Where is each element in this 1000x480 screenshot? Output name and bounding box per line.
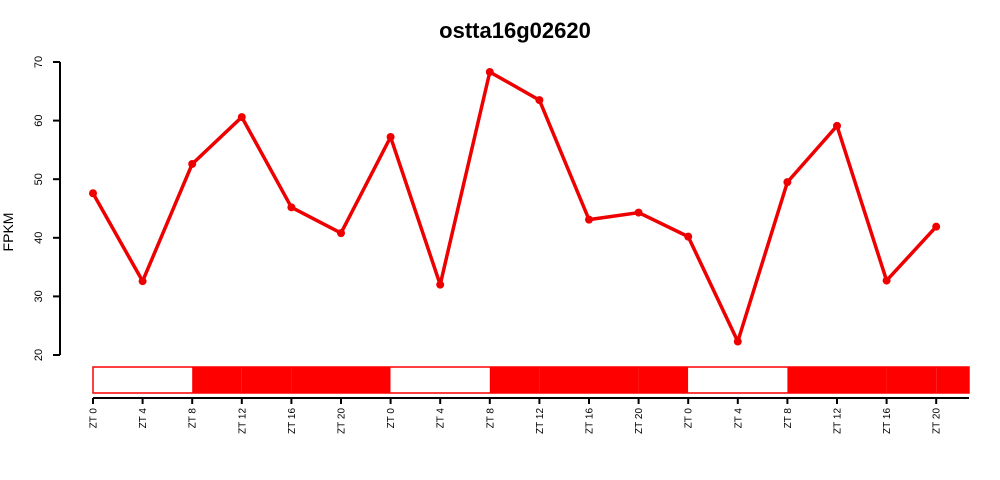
dark-period-segment: [787, 367, 837, 393]
x-tick-label: ZT 0: [89, 408, 100, 429]
data-point: [783, 178, 792, 187]
dark-period-segment: [192, 367, 242, 393]
x-tick-label: ZT 20: [634, 408, 645, 434]
x-tick-label: ZT 4: [733, 408, 744, 429]
dark-period-segment: [589, 367, 639, 393]
y-tick-label: 50: [33, 173, 45, 185]
data-point: [436, 280, 445, 289]
data-point: [634, 208, 643, 217]
light-period-segment: [440, 367, 490, 393]
x-tick-label: ZT 8: [485, 408, 496, 429]
y-tick-label: 40: [33, 232, 45, 244]
light-period-segment: [688, 367, 738, 393]
dark-period-segment: [886, 367, 937, 393]
data-point: [386, 133, 395, 142]
x-tick-label: ZT 4: [138, 408, 149, 429]
dark-period-segment: [539, 367, 589, 393]
data-point: [833, 121, 841, 130]
dark-period-segment: [341, 367, 391, 393]
dark-period-segment: [489, 367, 540, 393]
data-point: [485, 67, 494, 76]
data-point: [882, 276, 891, 285]
light-dark-bar-border: [92, 366, 970, 394]
dark-period-segment: [837, 367, 887, 393]
x-tick-label: ZT 4: [436, 408, 447, 429]
light-period-segment: [737, 367, 788, 393]
data-point: [188, 159, 197, 168]
x-tick-label: ZT 16: [585, 408, 596, 434]
y-tick-label: 60: [33, 114, 45, 126]
x-tick-label: ZT 8: [783, 408, 794, 429]
data-point: [932, 222, 941, 231]
series-polyline: [91, 70, 938, 344]
light-period-segment: [142, 367, 193, 393]
x-tick-label: ZT 12: [833, 408, 844, 434]
series-line: [89, 67, 941, 346]
x-tick-label: ZT 0: [684, 408, 695, 429]
data-point: [535, 96, 544, 105]
x-tick-label: ZT 0: [386, 408, 397, 429]
x-tick-label: ZT 12: [237, 408, 248, 434]
y-axis-label: FPKM: [0, 213, 16, 252]
x-tick-label: ZT 20: [932, 408, 943, 434]
x-tick-label: ZT 16: [882, 408, 893, 434]
light-dark-bar: [92, 366, 970, 394]
data-point: [237, 113, 246, 122]
data-point: [287, 203, 296, 212]
light-period-segment: [390, 367, 441, 393]
x-tick-label: ZT 16: [287, 408, 298, 434]
x-axis: ZT 0 ZT 4 ZT 8 ZT 12 ZT 16 ZT 20 ZT 0 ZT 4 ZT 8 Z…: [89, 397, 969, 434]
data-point: [733, 337, 742, 346]
dark-period-segment: [291, 367, 341, 393]
x-tick-label: ZT 8: [188, 408, 199, 429]
y-tick-label: 20: [33, 349, 45, 361]
data-point: [684, 232, 693, 241]
data-point: [89, 189, 97, 198]
data-point: [138, 277, 147, 286]
x-tick-label: ZT 12: [535, 408, 546, 434]
data-point: [585, 215, 593, 224]
y-tick-label: 30: [33, 290, 45, 302]
y-tick-label: 70: [33, 56, 45, 68]
dark-period-segment: [936, 367, 969, 393]
data-point: [337, 229, 345, 238]
chart-title: ostta16g02620: [439, 18, 591, 43]
light-period-segment: [93, 367, 143, 393]
y-axis: 20 30 40 50 60 70: [33, 56, 61, 361]
dark-period-segment: [241, 367, 292, 393]
x-tick-label: ZT 20: [337, 408, 348, 434]
dark-period-segment: [638, 367, 689, 393]
